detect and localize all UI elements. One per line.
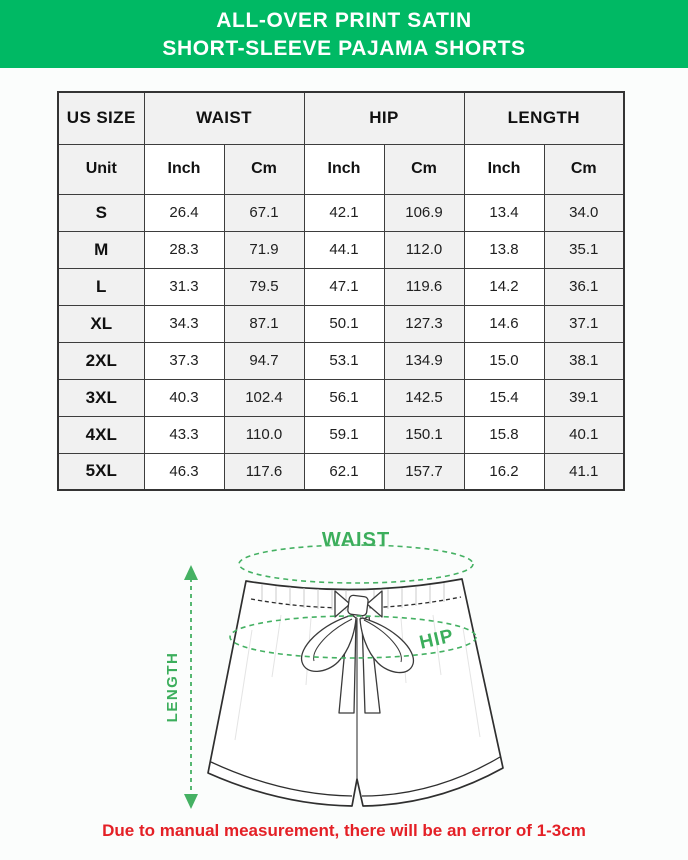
value-cell: 34.0	[543, 193, 625, 232]
size-cell-5xl: 5XL	[57, 452, 145, 491]
value-cell: 62.1	[303, 452, 385, 491]
page-title-line1: ALL-OVER PRINT SATIN	[216, 8, 472, 32]
value-cell: 34.3	[143, 304, 225, 343]
size-chart-section: US SIZE WAIST HIP LENGTH Unit Inch Cm Inch Cm Inc…	[57, 91, 626, 491]
value-cell: 117.6	[223, 452, 305, 491]
value-cell: 94.7	[223, 341, 305, 380]
value-cell: 59.1	[303, 415, 385, 454]
size-row-3xl: 3XL 40.3 102.4 56.1 142.5 15.4 39.1	[57, 378, 625, 417]
value-cell: 15.0	[463, 341, 545, 380]
value-cell: 35.1	[543, 230, 625, 269]
value-cell: 150.1	[383, 415, 465, 454]
value-cell: 46.3	[143, 452, 225, 491]
value-cell: 142.5	[383, 378, 465, 417]
value-cell: 110.0	[223, 415, 305, 454]
title-banner: ALL-OVER PRINT SATIN SHORT-SLEEVE PAJAMA…	[0, 0, 688, 68]
value-cell: 134.9	[383, 341, 465, 380]
value-cell: 53.1	[303, 341, 385, 380]
value-cell: 14.2	[463, 267, 545, 306]
size-cell-3xl: 3XL	[57, 378, 145, 417]
value-cell: 50.1	[303, 304, 385, 343]
size-row-s: S 26.4 67.1 42.1 106.9 13.4 34.0	[57, 193, 625, 232]
value-cell: 47.1	[303, 267, 385, 306]
value-cell: 71.9	[223, 230, 305, 269]
value-cell: 40.3	[143, 378, 225, 417]
unit-inch-header: Inch	[303, 143, 385, 195]
value-cell: 112.0	[383, 230, 465, 269]
value-cell: 39.1	[543, 378, 625, 417]
waist-measure-ellipse	[238, 544, 474, 584]
value-cell: 31.3	[143, 267, 225, 306]
value-cell: 38.1	[543, 341, 625, 380]
unit-inch-header: Inch	[143, 143, 225, 195]
column-group-length: LENGTH	[463, 91, 625, 145]
page-title-line2: SHORT-SLEEVE PAJAMA SHORTS	[162, 36, 526, 60]
drawstring-bow	[300, 590, 415, 714]
size-cell-m: M	[57, 230, 145, 269]
value-cell: 157.7	[383, 452, 465, 491]
size-row-m: M 28.3 71.9 44.1 112.0 13.8 35.1	[57, 230, 625, 269]
value-cell: 15.4	[463, 378, 545, 417]
value-cell: 127.3	[383, 304, 465, 343]
value-cell: 43.3	[143, 415, 225, 454]
value-cell: 37.1	[543, 304, 625, 343]
value-cell: 13.8	[463, 230, 545, 269]
value-cell: 41.1	[543, 452, 625, 491]
unit-cm-header: Cm	[223, 143, 305, 195]
size-row-4xl: 4XL 43.3 110.0 59.1 150.1 15.8 40.1	[57, 415, 625, 454]
value-cell: 40.1	[543, 415, 625, 454]
value-cell: 14.6	[463, 304, 545, 343]
value-cell: 87.1	[223, 304, 305, 343]
size-cell-4xl: 4XL	[57, 415, 145, 454]
shorts-measurement-diagram: WAIST LENGTH	[0, 515, 688, 815]
size-row-xl: XL 34.3 87.1 50.1 127.3 14.6 37.1	[57, 304, 625, 343]
length-label: LENGTH	[164, 652, 181, 723]
unit-inch-header: Inch	[463, 143, 545, 195]
size-cell-xl: XL	[57, 304, 145, 343]
unit-header: Unit	[57, 143, 145, 195]
value-cell: 119.6	[383, 267, 465, 306]
hip-measure-ellipse	[229, 615, 477, 659]
corner-us-size-header: US SIZE	[57, 91, 145, 145]
value-cell: 28.3	[143, 230, 225, 269]
value-cell: 26.4	[143, 193, 225, 232]
shorts-diagram-svg: WAIST LENGTH	[164, 529, 504, 809]
value-cell: 67.1	[223, 193, 305, 232]
size-cell-l: L	[57, 267, 145, 306]
size-cell-s: S	[57, 193, 145, 232]
size-row-5xl: 5XL 46.3 117.6 62.1 157.7 16.2 41.1	[57, 452, 625, 491]
column-group-hip: HIP	[303, 91, 465, 145]
value-cell: 13.4	[463, 193, 545, 232]
value-cell: 102.4	[223, 378, 305, 417]
value-cell: 36.1	[543, 267, 625, 306]
value-cell: 106.9	[383, 193, 465, 232]
waist-label: WAIST	[322, 529, 390, 551]
length-arrow	[184, 565, 198, 809]
value-cell: 42.1	[303, 193, 385, 232]
size-row-l: L 31.3 79.5 47.1 119.6 14.2 36.1	[57, 267, 625, 306]
value-cell: 44.1	[303, 230, 385, 269]
value-cell: 56.1	[303, 378, 385, 417]
value-cell: 79.5	[223, 267, 305, 306]
size-cell-2xl: 2XL	[57, 341, 145, 380]
value-cell: 16.2	[463, 452, 545, 491]
measurement-error-note: Due to manual measurement, there will be…	[102, 821, 586, 840]
size-row-2xl: 2XL 37.3 94.7 53.1 134.9 15.0 38.1	[57, 341, 625, 380]
column-group-waist: WAIST	[143, 91, 305, 145]
unit-cm-header: Cm	[543, 143, 625, 195]
size-chart-table: US SIZE WAIST HIP LENGTH Unit Inch Cm Inch Cm Inc…	[57, 91, 626, 491]
value-cell: 15.8	[463, 415, 545, 454]
unit-cm-header: Cm	[383, 143, 465, 195]
value-cell: 37.3	[143, 341, 225, 380]
